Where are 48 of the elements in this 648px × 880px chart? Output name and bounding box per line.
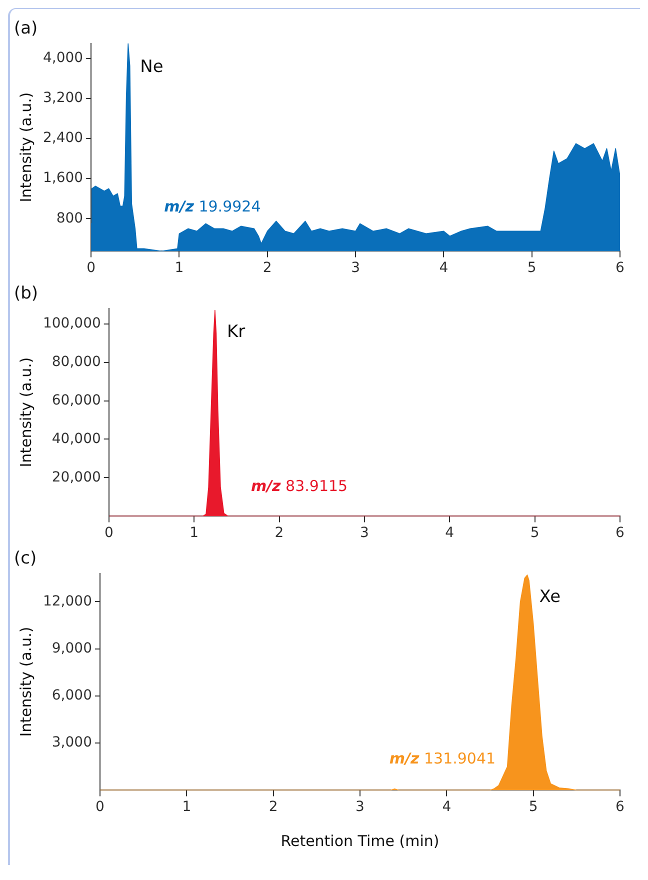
y-tick-label: 6,000 [52, 688, 92, 704]
y-axis-title: Intensity (a.u.) [16, 626, 35, 737]
x-tick-label: 0 [104, 525, 114, 542]
y-tick-label: 2,400 [42, 130, 84, 146]
y-tick-label: 3,000 [52, 734, 92, 751]
x-tick-label: 3 [356, 799, 364, 816]
y-axis-title: Intensity (a.u.) [16, 357, 35, 468]
y-tick-label: 40,000 [52, 430, 101, 447]
y-tick-label: 80,000 [52, 354, 101, 370]
x-tick-label: 3 [360, 525, 369, 542]
y-tick-label: 12,000 [42, 593, 92, 610]
y-tick-label: 3,200 [42, 90, 84, 106]
y-tick-label: 100,000 [42, 315, 101, 332]
annotation: Xe [539, 586, 561, 607]
annotation: m/z 19.9924 [164, 198, 261, 216]
x-tick-label: 5 [528, 799, 538, 816]
annotation: Ne [140, 56, 164, 77]
annotation: m/z 131.9041 [389, 750, 496, 768]
y-tick-label: 4,000 [42, 50, 84, 66]
x-tick-label: 1 [182, 799, 192, 816]
x-tick-label: 2 [274, 525, 284, 542]
x-tick-label: 6 [616, 525, 625, 542]
annotation: m/z 83.9115 [250, 477, 348, 495]
chart-title: (c) [14, 548, 37, 569]
y-tick-label: 60,000 [52, 392, 101, 408]
annotation: Kr [226, 322, 246, 342]
x-tick-label: 3 [351, 260, 360, 276]
x-tick-label: 0 [96, 799, 104, 816]
y-tick-label: 20,000 [52, 469, 101, 486]
x-tick-label: 5 [530, 525, 540, 542]
x-tick-label: 4 [439, 260, 448, 276]
x-tick-label: 5 [527, 260, 536, 276]
x-tick-label: 1 [190, 525, 199, 542]
y-tick-label: 9,000 [52, 640, 92, 656]
x-tick-label: 2 [268, 799, 278, 816]
x-tick-label: 0 [86, 260, 96, 276]
x-axis-title: Retention Time (min) [280, 832, 440, 850]
x-tick-label: 4 [442, 799, 452, 816]
x-tick-label: 1 [174, 260, 184, 276]
x-tick-label: 4 [445, 525, 454, 542]
x-tick-label: 6 [616, 799, 625, 816]
y-tick-label: 800 [56, 210, 84, 226]
chart-title: (a) [14, 18, 38, 39]
x-tick-label: 2 [262, 260, 272, 276]
y-axis-title: Intensity (a.u.) [16, 92, 35, 202]
chart-title: (b) [14, 284, 38, 304]
x-tick-label: 6 [616, 260, 625, 276]
y-tick-label: 1,600 [42, 170, 84, 186]
